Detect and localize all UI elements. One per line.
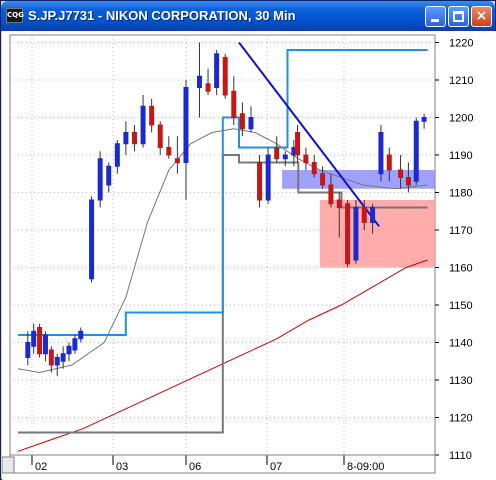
price-chart[interactable]: 1220 1210 1200 1190 1180 1170 1160 1150 1140 1130… xyxy=(2,31,496,480)
close-button[interactable]: × xyxy=(471,6,492,27)
candle-body xyxy=(140,105,146,145)
candle-body xyxy=(386,154,392,171)
candle-body xyxy=(248,117,254,130)
highlight-zone xyxy=(319,200,436,268)
y-tick-label: 1170 xyxy=(449,225,473,237)
chart-svg[interactable]: 1220 1210 1200 1190 1180 1170 1160 1150 1140 1130… xyxy=(2,31,496,480)
close-icon: × xyxy=(475,8,488,24)
candle-body xyxy=(421,117,427,122)
candle-body xyxy=(311,162,317,175)
candle-body xyxy=(214,53,220,88)
candle-body xyxy=(149,105,155,126)
candle-body xyxy=(231,90,237,118)
candle-body xyxy=(48,349,54,366)
y-tick-label: 1210 xyxy=(449,75,473,87)
candles xyxy=(25,42,427,377)
candle-body xyxy=(361,207,367,223)
app-icon[interactable]: CQG xyxy=(6,8,24,23)
candle-body xyxy=(78,330,84,340)
candle-body xyxy=(37,327,43,355)
x-tick-label: 02 xyxy=(35,461,47,473)
candle-body xyxy=(60,353,66,362)
x-tick-label: 07 xyxy=(270,461,282,473)
candle-body xyxy=(282,154,288,160)
x-tick-label: 06 xyxy=(189,461,201,473)
y-tick-label: 1220 xyxy=(449,38,473,50)
minimize-icon xyxy=(431,19,439,22)
candle-body xyxy=(398,169,404,178)
x-tick-label: 8-09:00 xyxy=(347,461,384,473)
candle-body xyxy=(66,345,72,355)
y-tick-label: 1190 xyxy=(449,150,473,162)
candle-body xyxy=(413,120,419,182)
candle-body xyxy=(72,338,78,351)
candle-body xyxy=(303,154,309,163)
y-tick-label: 1110 xyxy=(449,450,472,462)
axes: 1220 1210 1200 1190 1180 1170 1160 1150 1140 1130… xyxy=(2,38,473,474)
candle-body xyxy=(54,357,60,366)
candle-body xyxy=(405,177,411,186)
candle-body xyxy=(97,158,103,201)
candle-body xyxy=(353,207,359,261)
candle-body xyxy=(196,75,202,88)
y-tick-label: 1180 xyxy=(449,188,473,200)
candle-body xyxy=(31,330,37,347)
window-title: S.JP.J7731 - NIKON CORPORATION, 30 Min xyxy=(28,8,296,23)
candle-body xyxy=(114,143,120,167)
y-tick-label: 1120 xyxy=(449,413,473,425)
candle-body xyxy=(328,184,334,205)
y-tick-label: 1160 xyxy=(449,263,473,275)
trend-line xyxy=(238,41,380,227)
candle-body xyxy=(131,132,137,145)
maximize-button[interactable] xyxy=(448,6,469,27)
candle-body xyxy=(42,334,48,355)
candle-body xyxy=(239,113,245,130)
candle-body xyxy=(123,132,129,145)
moving-average-red xyxy=(17,259,428,452)
candle-body xyxy=(257,162,263,201)
candle-body xyxy=(370,207,376,223)
candle-body xyxy=(106,165,112,186)
y-tick-label: 1140 xyxy=(449,338,473,350)
candle-body xyxy=(166,147,172,156)
y-tick-label: 1150 xyxy=(449,300,473,312)
candle-body xyxy=(265,154,271,201)
minimize-button[interactable] xyxy=(425,6,446,27)
candle-body xyxy=(222,57,228,96)
candle-body xyxy=(274,147,280,160)
candle-body xyxy=(183,87,189,163)
highlight-zone xyxy=(282,170,436,189)
candle-body xyxy=(320,173,326,186)
candle-body xyxy=(378,132,384,175)
candle-body xyxy=(89,199,95,280)
x-tick-label: 03 xyxy=(116,461,128,473)
candle-body xyxy=(345,203,351,265)
candle-body xyxy=(157,124,163,148)
candle-body xyxy=(295,132,301,156)
y-tick-label: 1130 xyxy=(449,375,473,387)
title-bar[interactable]: CQG S.JP.J7731 - NIKON CORPORATION, 30 M… xyxy=(1,1,495,31)
candle-body xyxy=(336,199,342,208)
candle-body xyxy=(205,83,211,92)
candle-body xyxy=(25,342,31,358)
candle-body xyxy=(174,158,180,163)
scroll-handle[interactable] xyxy=(2,456,15,474)
y-tick-label: 1200 xyxy=(449,113,473,125)
maximize-icon xyxy=(453,11,464,22)
